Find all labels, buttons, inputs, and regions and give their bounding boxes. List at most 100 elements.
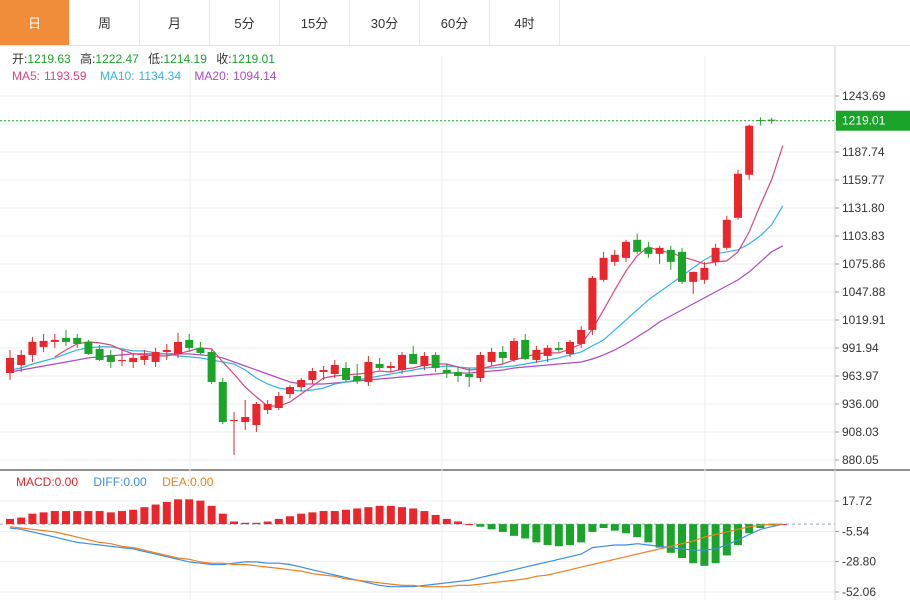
macd-histogram-bar (678, 524, 686, 559)
candle-body (353, 375, 362, 381)
candle-body (633, 239, 642, 252)
macd-histogram-bar (84, 511, 93, 525)
kline-chart[interactable]: 1243.691215.721187.741159.771131.801103.… (0, 46, 910, 600)
macd-histogram-bar (476, 524, 485, 527)
y-tick-label: 1019.91 (842, 313, 886, 327)
candle-body (330, 364, 339, 374)
candle-body (174, 341, 182, 354)
macd-info: MACD:0.00 DIFF:0.00 DEA:0.00 (16, 475, 214, 489)
candle-body (398, 354, 406, 370)
macd-histogram-bar (577, 524, 586, 543)
macd-histogram-bar (599, 524, 608, 529)
macd-histogram-bar (73, 511, 82, 525)
low-value: 1214.19 (164, 52, 208, 66)
macd-histogram-bar (106, 512, 115, 525)
candle-body (745, 125, 754, 175)
macd-histogram-bar (6, 518, 14, 525)
macd-histogram-bar (353, 508, 362, 525)
candle-body (454, 371, 462, 376)
candlestick-series (6, 117, 776, 456)
candle-body (442, 369, 451, 373)
tab-day[interactable]: 日 (0, 0, 70, 45)
candle-body (678, 251, 686, 282)
tab-60min[interactable]: 60分 (420, 0, 490, 45)
macd-histogram-bar (711, 524, 720, 564)
candle-body (185, 339, 194, 348)
ma10-line (9, 205, 784, 392)
tab-30min[interactable]: 30分 (350, 0, 420, 45)
macd-histogram-bar (375, 505, 384, 525)
candle-body (700, 267, 709, 280)
macd-histogram-bar (756, 524, 765, 529)
close-label: 收: (216, 52, 231, 66)
macd-histogram-bar (17, 517, 26, 525)
macd-histogram-bar (330, 511, 339, 525)
dea-value: 0.00 (190, 475, 214, 489)
candle-body (263, 403, 272, 411)
ohlc-info: 开:1219.63 高:1222.47 低:1214.19 收:1219.01 (12, 51, 275, 66)
candle-body (274, 395, 283, 408)
diff-line (9, 523, 783, 588)
candle-body (510, 340, 518, 360)
tab-4hour[interactable]: 4时 (490, 0, 560, 45)
candle-body (50, 339, 59, 342)
macd-histogram-bar (118, 511, 126, 525)
macd-label: MACD: (16, 475, 55, 489)
tab-week[interactable]: 周 (70, 0, 140, 45)
ma5-value: 1193.59 (44, 69, 87, 83)
macd-histogram-bar (263, 521, 272, 525)
dea-line (9, 523, 783, 588)
candle-body (286, 386, 294, 394)
macd-histogram-bar (622, 524, 630, 534)
candle-body (465, 373, 474, 377)
macd-histogram-bar (454, 521, 462, 525)
candle-body (95, 348, 104, 360)
candle-body (487, 351, 496, 362)
ma10-value: 1134.34 (139, 69, 182, 83)
candle-body (118, 359, 126, 361)
macd-histogram-bar (28, 513, 37, 525)
y-tick-label: 1243.69 (842, 89, 886, 103)
ma20-label: MA20: (194, 69, 229, 83)
candle-body (409, 353, 418, 364)
y-tick-label: 991.94 (842, 341, 879, 355)
macd-histogram-bar (319, 511, 328, 525)
low-label: 低: (148, 52, 163, 66)
candle-body (218, 381, 227, 423)
candle-body (532, 349, 541, 360)
candle-body (767, 119, 776, 121)
macd-histogram-bar (174, 499, 182, 525)
high-value: 1222.47 (95, 52, 139, 66)
macd-histogram-bar (734, 524, 742, 545)
y-tick-label: 1131.80 (842, 201, 885, 215)
tab-15min[interactable]: 15分 (280, 0, 350, 45)
candle-body (666, 249, 675, 262)
macd-histogram-bar (409, 508, 418, 525)
candle-body (297, 379, 306, 387)
macd-histogram-bar (431, 514, 440, 525)
tab-5min[interactable]: 5分 (210, 0, 280, 45)
candle-body (689, 271, 698, 282)
candle-body (319, 369, 328, 372)
candle-body (196, 347, 205, 353)
macd-histogram-bar (241, 522, 250, 525)
candle-body (151, 351, 160, 362)
candle-body (6, 357, 14, 373)
candle-body (577, 329, 586, 344)
price-axis: 1243.691215.721187.741159.771131.801103.… (0, 89, 910, 599)
macd-histogram-bar (50, 511, 59, 525)
candle-body (129, 357, 138, 362)
candle-body (364, 361, 373, 382)
candle-body (28, 341, 37, 355)
y-tick-label: 1075.86 (842, 257, 886, 271)
candle-body (734, 173, 742, 218)
tab-month[interactable]: 月 (140, 0, 210, 45)
y-tick-label: 1103.83 (842, 229, 885, 243)
candle-body (498, 351, 507, 358)
candle-body (521, 339, 530, 359)
macd-histogram-bar (252, 522, 261, 525)
macd-histogram-bar (700, 524, 709, 566)
macd-tick-label: 17.72 (842, 494, 872, 508)
candle-body (543, 347, 552, 356)
macd-histogram-bar (442, 518, 451, 525)
